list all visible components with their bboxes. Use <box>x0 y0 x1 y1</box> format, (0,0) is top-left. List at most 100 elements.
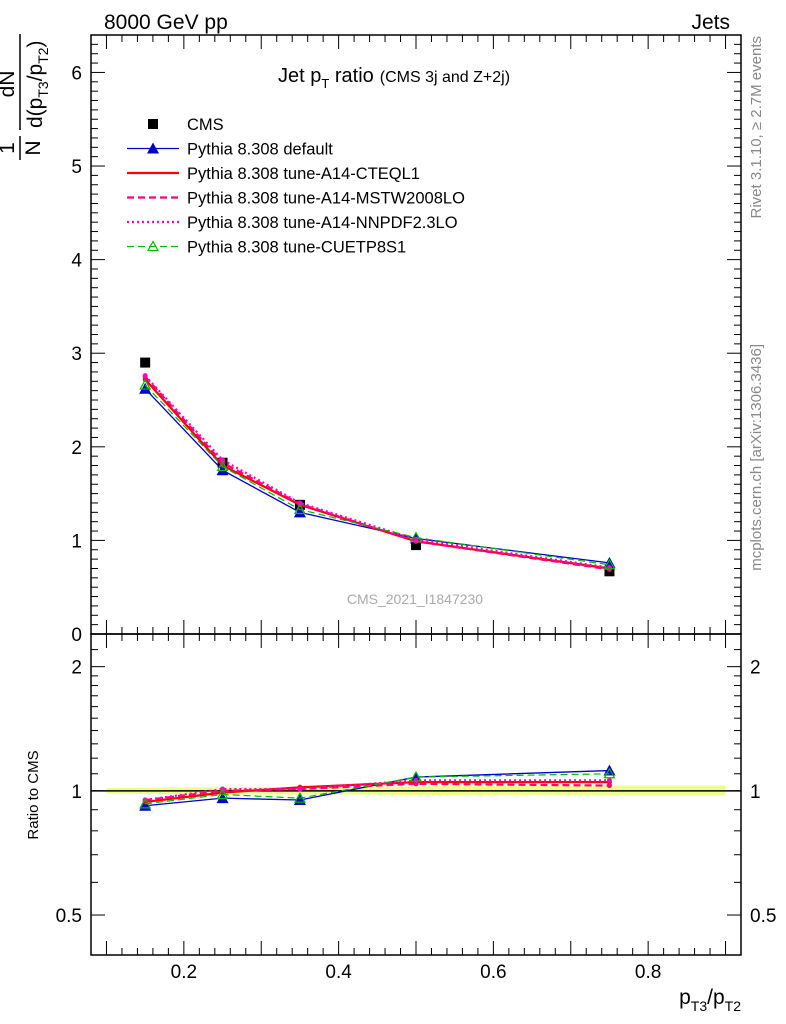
series-cteql1 <box>142 376 612 571</box>
x-tick-label: 0.6 <box>480 962 506 983</box>
y-tick-label: 4 <box>71 251 82 272</box>
legend-entry-default: Pythia 8.308 default <box>127 141 333 159</box>
legend-label-cms: CMS <box>187 116 224 134</box>
xlabel-p2: /p <box>707 986 725 1009</box>
ratio-point-nnpdf <box>297 786 303 792</box>
ratio-point-cuetp <box>409 770 423 782</box>
legend-entry-cuetp: Pythia 8.308 tune-CUETP8S1 <box>127 239 406 257</box>
y-tick-label: 2 <box>71 438 82 459</box>
title-prefix: Jet p <box>278 65 321 87</box>
ratio-y-tick-label: 1 <box>71 782 82 803</box>
ratio-point-default <box>603 764 616 776</box>
ratio-point-cuetp <box>603 767 616 779</box>
legend-label-cteql1: Pythia 8.308 tune-A14-CTEQL1 <box>187 165 420 183</box>
series-mstw <box>142 374 612 572</box>
data-point-cms <box>140 357 151 368</box>
series-line-nnpdf <box>144 374 610 569</box>
ratio-point-nnpdf <box>413 777 419 783</box>
header-right: Jets <box>691 11 730 34</box>
legend: CMS Pythia 8.308 default Pythia 8.308 tune… <box>127 116 465 257</box>
ylabel-dN: dN <box>0 71 19 98</box>
y-tick-label: 5 <box>71 157 82 178</box>
ratio-y-tick-label: 2 <box>71 658 82 679</box>
ratio-point-default <box>216 792 229 804</box>
series-default <box>139 382 616 568</box>
ratio-point-mstw <box>606 783 612 789</box>
analysis-watermark: CMS_2021_I1847230 <box>347 591 483 607</box>
series-cms <box>140 357 615 577</box>
legend-marker-cuetp <box>146 240 160 252</box>
y-tick-label: 1 <box>71 531 82 552</box>
legend-label-nnpdf: Pythia 8.308 tune-A14-NNPDF2.3LO <box>187 214 458 232</box>
ylabel-slash: /p <box>24 64 47 82</box>
series-nnpdf <box>142 373 612 571</box>
data-point-cuetp <box>293 503 306 515</box>
ratio-panel: 0.2 0.4 0.6 0.8 0.5 0.5 1 1 2 2 <box>56 633 776 983</box>
ratio-y-tick-label-right: 2 <box>750 658 761 679</box>
series-cuetp <box>139 378 616 570</box>
data-point-cuetp <box>216 460 229 472</box>
x-axis-label: pT3/pT2 <box>679 986 741 1014</box>
legend-entry-mstw: Pythia 8.308 tune-A14-MSTW2008LO <box>127 190 465 208</box>
legend-entry-nnpdf: Pythia 8.308 tune-A14-NNPDF2.3LO <box>127 214 458 232</box>
ratio-ylabel: Ratio to CMS <box>25 750 42 839</box>
ratio-y-tick-label: 0.5 <box>56 906 82 927</box>
y-tick-label: 0 <box>71 625 82 646</box>
series-line-default <box>144 388 610 564</box>
title-suffix: ratio <box>329 65 373 87</box>
y-tick-label: 6 <box>71 63 82 84</box>
ratio-y-tick-label-right: 0.5 <box>750 906 776 927</box>
data-point-cms <box>411 540 421 551</box>
data-point-default <box>139 382 152 394</box>
series-line-mstw <box>144 375 610 571</box>
ylabel-d-open: d(p <box>24 98 47 128</box>
ylabel-denominator: d(pT3/pT2) <box>24 40 51 128</box>
y-tick-label: 3 <box>71 344 82 365</box>
ratio-series-cuetp <box>139 767 616 809</box>
ylabel-N: N <box>22 140 45 155</box>
ratio-point-nnpdf <box>606 777 612 783</box>
data-point-cuetp <box>603 558 616 570</box>
legend-label-cuetp: Pythia 8.308 tune-CUETP8S1 <box>187 239 406 257</box>
mcplots-credit: mcplots.cern.ch [arXiv:1306.3436] <box>748 344 765 571</box>
data-point-cuetp <box>409 531 423 543</box>
rivet-version: Rivet 3.1.10, ≥ 2.7M events <box>748 36 765 219</box>
ratio-point-cuetp <box>139 797 152 809</box>
ratio-line-cuetp <box>145 773 610 805</box>
ratio-point-cuetp <box>293 791 306 803</box>
data-point-nnpdf <box>142 373 148 379</box>
legend-marker-default <box>147 142 159 154</box>
main-panel: 0 1 2 3 4 5 6 <box>71 34 742 646</box>
xlabel-sub2: T2 <box>725 998 742 1014</box>
header-left: 8000 GeV pp <box>104 11 228 34</box>
ratio-y-tick-label-right: 1 <box>750 782 761 803</box>
chart-title: Jet pT ratio (CMS 3j and Z+2j) <box>278 65 510 91</box>
xlabel-p1: p <box>679 986 691 1009</box>
data-point-nnpdf <box>297 500 303 506</box>
ylabel-close: ) <box>24 40 47 47</box>
ratio-point-cuetp <box>216 788 229 800</box>
main-ylabel: 1 N dN d(pT3/pT2) <box>0 34 51 160</box>
legend-entry-cms: CMS <box>148 116 224 134</box>
data-point-cuetp <box>139 378 152 390</box>
xlabel-sub1: T3 <box>691 998 708 1014</box>
ylabel-one: 1 <box>0 142 19 154</box>
data-point-nnpdf <box>220 457 226 463</box>
data-point-default <box>216 464 229 476</box>
legend-label-mstw: Pythia 8.308 tune-A14-MSTW2008LO <box>187 190 465 208</box>
legend-entry-cteql1: Pythia 8.308 tune-A14-CTEQL1 <box>127 165 420 183</box>
series-line-cuetp <box>144 384 610 566</box>
title-sub: T <box>321 76 329 91</box>
legend-label-default: Pythia 8.308 default <box>187 141 333 159</box>
legend-marker-cms <box>148 119 158 129</box>
x-tick-label: 0.4 <box>325 962 352 983</box>
ylabel-sub2: T2 <box>35 47 51 64</box>
ratio-point-default <box>410 771 422 783</box>
ylabel-sub1: T3 <box>35 81 51 98</box>
x-tick-label: 0.2 <box>171 962 197 983</box>
title-detail: (CMS 3j and Z+2j) <box>380 69 510 86</box>
data-point-default <box>293 506 306 518</box>
x-tick-label: 0.8 <box>635 962 661 983</box>
series-line-cteql1 <box>144 378 610 570</box>
